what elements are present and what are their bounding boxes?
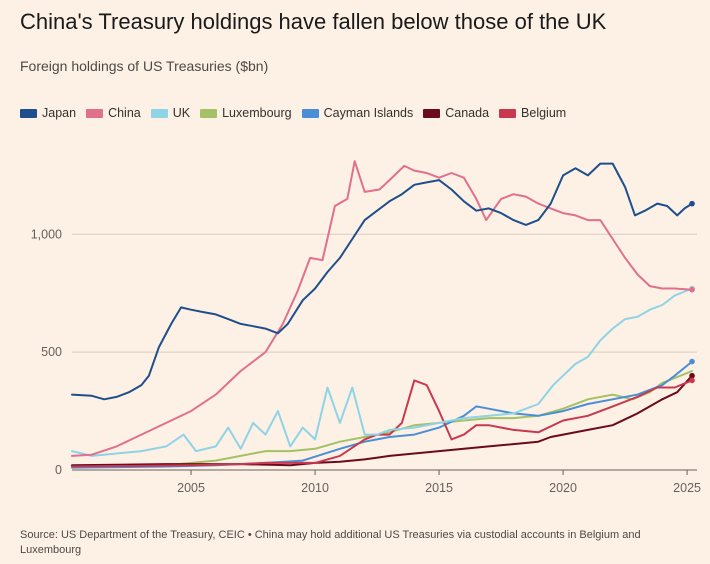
series-line — [71, 370, 693, 468]
series-end-point — [689, 372, 695, 379]
series-line — [71, 360, 693, 469]
legend-swatch — [301, 108, 319, 118]
legend-swatch — [150, 108, 168, 118]
legend: Japan China UK Luxembourg Cayman Islands Cana… — [20, 106, 576, 120]
series-end-point — [689, 200, 695, 207]
x-tick-label: 2005 — [177, 481, 205, 495]
series-line — [71, 374, 693, 467]
series-end-point — [689, 358, 695, 365]
legend-swatch — [499, 108, 517, 118]
legend-label: Cayman Islands — [323, 106, 414, 120]
chart-subtitle: Foreign holdings of US Treasuries ($bn) — [20, 58, 269, 74]
source-note: Source: US Department of the Treasury, C… — [20, 529, 641, 556]
legend-item: China — [86, 106, 141, 120]
y-tick-label: 500 — [41, 345, 62, 359]
legend-swatch — [423, 108, 441, 118]
legend-label: Luxembourg — [222, 106, 292, 120]
legend-swatch — [20, 108, 37, 118]
series-line — [71, 162, 693, 401]
legend-label: Japan — [42, 106, 77, 120]
series-line — [71, 160, 693, 457]
x-tick-label: 2015 — [425, 481, 453, 495]
chart-title: China's Treasury holdings have fallen be… — [20, 9, 607, 34]
y-tick-label: 1,000 — [31, 227, 62, 241]
legend-item: Japan — [20, 106, 76, 120]
legend-label: UK — [172, 106, 191, 120]
legend-item: UK — [150, 106, 191, 120]
legend-swatch — [200, 108, 218, 118]
x-tick-label: 2025 — [673, 481, 701, 495]
legend-label: China — [108, 106, 141, 120]
series-line — [71, 379, 693, 468]
series-end-point — [689, 377, 695, 384]
legend-item: Canada — [423, 106, 489, 120]
series-end-point — [689, 286, 695, 293]
x-tick-label: 2010 — [301, 481, 329, 495]
legend-label: Belgium — [521, 106, 567, 120]
x-tick-label: 2020 — [549, 481, 577, 495]
legend-item: Cayman Islands — [301, 106, 414, 120]
legend-swatch — [86, 108, 104, 118]
legend-item: Belgium — [499, 106, 566, 120]
legend-item: Luxembourg — [200, 106, 292, 120]
series-line — [71, 287, 693, 457]
legend-label: Canada — [445, 106, 490, 120]
y-tick-label: 0 — [55, 463, 62, 477]
